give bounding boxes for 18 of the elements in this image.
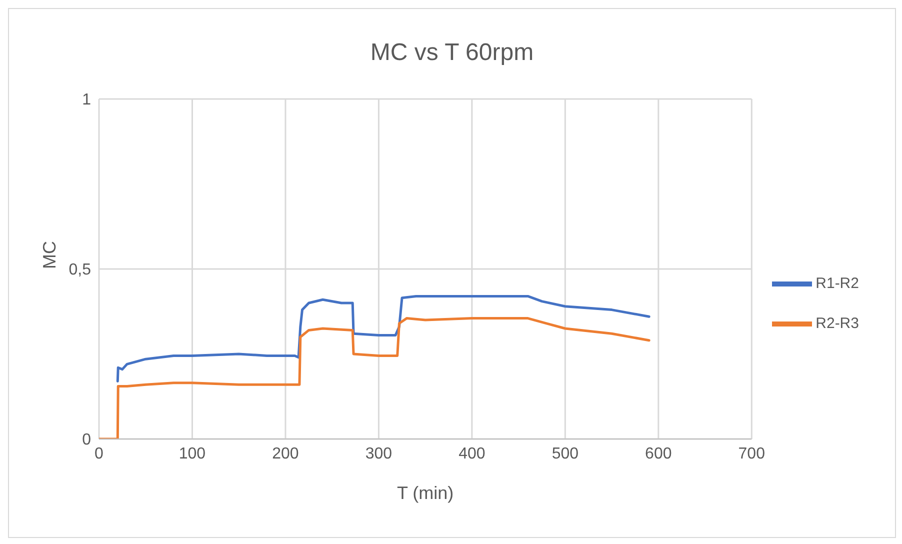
x-tick-label: 200 — [272, 445, 299, 462]
line-series — [99, 317, 650, 439]
chart-title: MC vs T 60rpm — [369, 38, 535, 68]
x-tick-label: 700 — [738, 445, 766, 462]
legend-label: R2-R3 — [816, 314, 859, 332]
x-axis-title: T (min) — [396, 483, 454, 503]
y-tick-label: 0 — [82, 432, 92, 449]
x-tick-label: 500 — [552, 445, 579, 462]
legend-label: R1-R2 — [816, 274, 859, 292]
x-tick-label: 0 — [94, 445, 104, 462]
x-tick-label: 400 — [458, 445, 486, 462]
y-axis-title: MC — [39, 241, 60, 269]
line-series — [116, 294, 650, 382]
x-tick-label: 100 — [178, 445, 206, 462]
x-tick-label: 600 — [645, 445, 672, 462]
y-tick-label: 0,5 — [68, 262, 92, 279]
x-tick-label: 300 — [365, 445, 392, 462]
y-tick-label: 1 — [82, 92, 92, 109]
